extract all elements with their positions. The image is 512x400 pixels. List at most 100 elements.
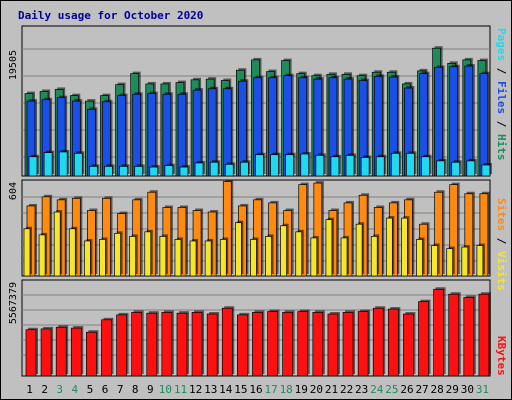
- kbytes-bar: [387, 308, 399, 377]
- kbytes-bar: [131, 312, 143, 377]
- kbytes-bar: [418, 301, 429, 377]
- files-bar: [132, 93, 142, 177]
- pages-bar: [481, 164, 491, 177]
- pages-bar: [375, 156, 385, 177]
- x-tick-label: 22: [340, 383, 353, 396]
- x-tick-label: 2: [41, 383, 48, 396]
- sites-bar: [464, 193, 474, 277]
- visits-bar: [174, 239, 182, 277]
- x-tick-label: 27: [415, 383, 428, 396]
- visits-bar: [204, 240, 212, 277]
- sites-bar: [479, 193, 489, 277]
- pages-bar: [270, 154, 279, 177]
- kbytes-bar: [101, 319, 112, 377]
- kbytes-bar: [40, 328, 52, 377]
- pages-bar: [164, 165, 174, 177]
- visits-bar: [340, 237, 348, 277]
- legend-item: Pages: [495, 28, 508, 61]
- kbytes-bar: [433, 288, 444, 377]
- kbytes-bar: [327, 313, 339, 377]
- visits-bar: [476, 245, 484, 277]
- visits-bar: [370, 236, 378, 277]
- x-tick-label: 12: [189, 383, 202, 396]
- kbytes-bar: [86, 331, 97, 377]
- files-bar: [449, 66, 459, 177]
- x-tick-label: 14: [219, 383, 233, 396]
- panel3-legend: KBytes: [495, 336, 508, 376]
- kbytes-bar: [116, 314, 127, 377]
- visits-bar: [68, 228, 76, 277]
- x-tick-label: 5: [87, 383, 94, 396]
- pages-bar: [330, 156, 340, 177]
- x-tick-label: 8: [132, 383, 139, 396]
- panel3-max-label: 5567379: [8, 282, 19, 324]
- panel1-max-label: 19505: [8, 50, 19, 80]
- visits-bar: [295, 231, 303, 277]
- visits-bar: [189, 240, 197, 277]
- x-tick-label: 7: [117, 383, 124, 396]
- x-tick-label: 28: [431, 383, 444, 396]
- kbytes-bar: [161, 312, 173, 377]
- sites-bar: [449, 184, 459, 277]
- legend-item: Files: [495, 81, 508, 114]
- x-tick-label: 6: [102, 383, 109, 396]
- pages-bar: [43, 152, 53, 177]
- kbytes-bar: [176, 312, 188, 377]
- x-tick-label: 9: [147, 383, 154, 396]
- pages-bar: [179, 166, 189, 177]
- panel1-legend: Pages / Files / Hits: [495, 28, 508, 161]
- legend-item: Hits: [495, 134, 508, 161]
- files-bar: [177, 93, 187, 177]
- x-tick-label: 18: [280, 383, 293, 396]
- visits-bar: [144, 231, 152, 277]
- files-bar: [117, 95, 126, 177]
- visits-bar: [250, 239, 257, 277]
- x-tick-label: 26: [400, 383, 413, 396]
- sites-bar: [222, 181, 232, 277]
- visits-bar: [23, 228, 31, 277]
- pages-bar: [73, 152, 83, 177]
- pages-bar: [466, 160, 476, 177]
- pages-bar: [58, 151, 68, 177]
- x-tick-label: 24: [370, 383, 384, 396]
- panel2-legend: Sites / Visits: [495, 198, 508, 291]
- legend-item: Sites: [495, 198, 508, 231]
- pages-bar: [224, 163, 234, 177]
- sites-bar: [313, 182, 323, 277]
- kbytes-bar: [221, 307, 233, 377]
- visits-bar: [114, 233, 121, 277]
- x-tick-label: 13: [204, 383, 217, 396]
- pages-bar: [28, 156, 38, 177]
- kbytes-bar: [252, 312, 263, 377]
- x-tick-label: 17: [264, 383, 277, 396]
- pages-bar: [149, 166, 159, 177]
- files-bar: [147, 93, 157, 177]
- visits-bar: [129, 236, 137, 277]
- visits-bar: [159, 236, 167, 277]
- kbytes-bar: [463, 297, 475, 377]
- kbytes-bar: [478, 293, 490, 377]
- x-tick-label: 1: [26, 383, 33, 396]
- visits-bar: [385, 217, 393, 277]
- pages-bar: [315, 155, 325, 177]
- pages-bar: [451, 161, 461, 177]
- kbytes-bar: [25, 329, 37, 377]
- pages-bar: [89, 166, 98, 177]
- x-tick-label: 20: [310, 383, 323, 396]
- kbytes-bar: [206, 313, 218, 377]
- visits-bar: [84, 240, 91, 277]
- pages-bar: [360, 157, 370, 177]
- legend-item: /: [495, 61, 508, 81]
- sites-bar: [102, 197, 111, 277]
- kbytes-bar: [70, 327, 82, 377]
- x-tick-label: 4: [72, 383, 79, 396]
- legend-item: /: [495, 231, 508, 251]
- x-tick-label: 30: [461, 383, 474, 396]
- pages-bar: [300, 153, 310, 177]
- x-tick-label: 29: [446, 383, 459, 396]
- x-tick-label: 10: [159, 383, 172, 396]
- visits-bar: [280, 225, 287, 277]
- x-tick-label: 21: [325, 383, 338, 396]
- kbytes-bar: [448, 293, 460, 377]
- kbytes-bar: [237, 314, 248, 377]
